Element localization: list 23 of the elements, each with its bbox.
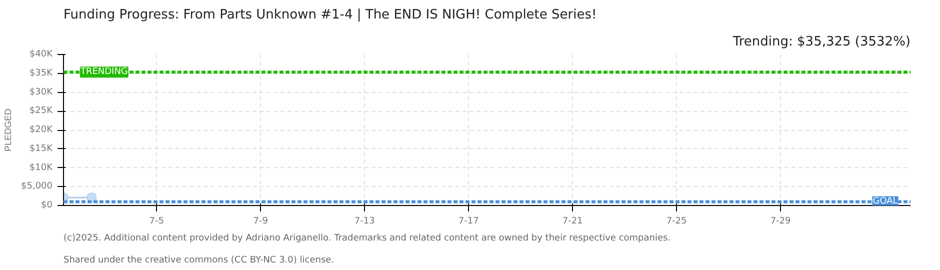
x-tick-label: 7-29: [770, 216, 792, 226]
x-tick-label: 7-17: [458, 216, 479, 226]
y-tick-label: $20K: [29, 125, 54, 135]
y-tick-label: $10K: [29, 162, 54, 173]
x-tick-label: 7-25: [666, 216, 687, 226]
chart-title: Funding Progress: From Parts Unknown #1-4 | The END IS NIGH! Complete Series!: [64, 8, 597, 22]
ref-line-label: TRENDING: [79, 67, 128, 78]
y-tick-label: $0: [41, 200, 53, 210]
y-tick-label: $15K: [29, 144, 54, 154]
x-tick-label: 7-9: [253, 216, 268, 226]
y-tick-label: $25K: [29, 106, 54, 116]
y-tick-label: $30K: [29, 87, 54, 98]
text: (c)2025. Additional content provided by Adriano Ariganello. Trademarks and related content are owned by their respective companies.: [64, 234, 671, 244]
text: Shared under the creative commons (CC BY-NC 3.0) license.: [64, 256, 334, 266]
chart-subtitle: Trending: $35,325 (3532%): [732, 34, 911, 50]
x-tick-label: 7-21: [562, 216, 583, 226]
y-tick-label: $35K: [29, 68, 54, 78]
y-tick-label: $40K: [29, 50, 54, 60]
x-tick-label: 7-13: [354, 216, 375, 226]
y-axis-title: PLEDGED: [3, 108, 14, 152]
ref-line-label: GOAL: [872, 196, 898, 207]
x-tick-label: 7-5: [149, 216, 164, 226]
y-tick-label: $5,000: [21, 182, 53, 192]
